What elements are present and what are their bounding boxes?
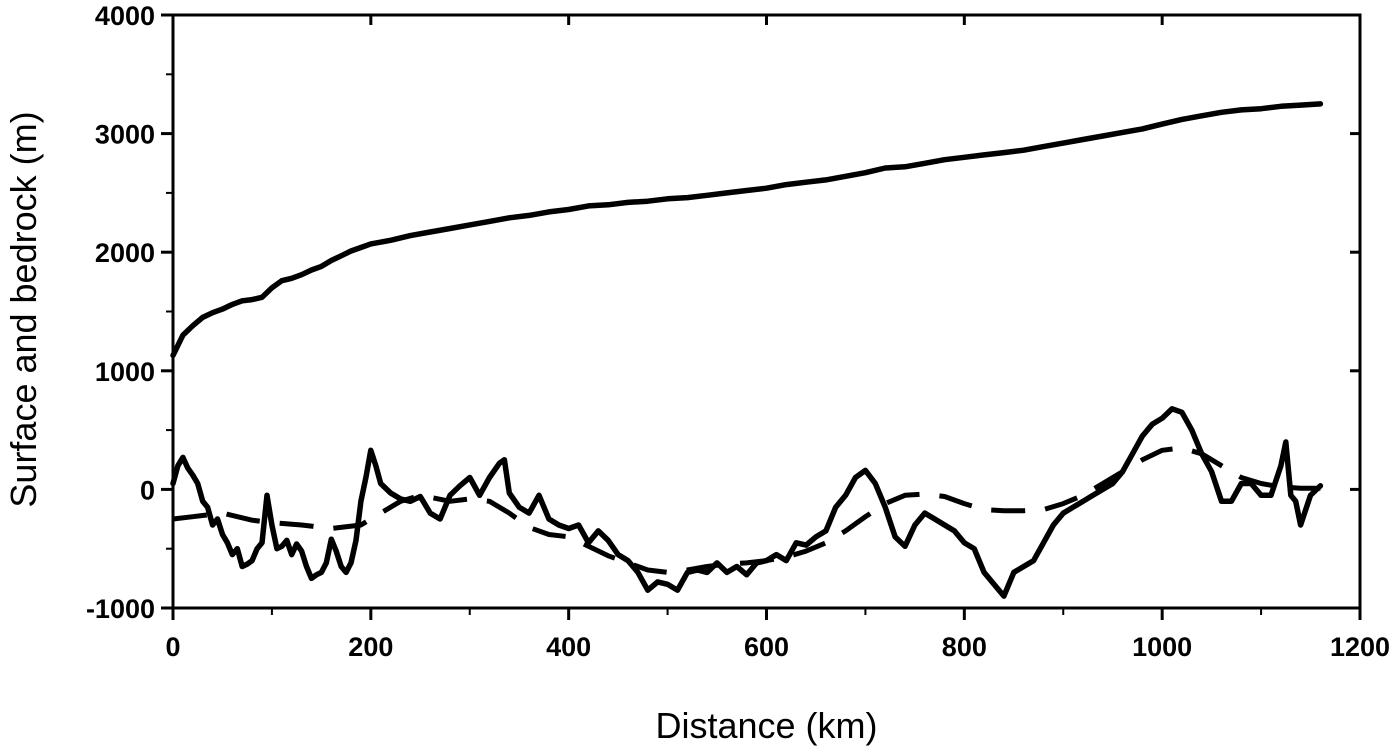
series-layer: [170, 101, 1324, 599]
x-tick-label: 1000: [1132, 632, 1192, 662]
y-axis-title: Surface and bedrock (m): [3, 111, 44, 507]
bedrock-smoothed-line: [172, 445, 1321, 575]
x-tick-label: 800: [942, 632, 987, 662]
y-tick-label: -1000: [86, 594, 155, 624]
y-tick-label: 1000: [95, 357, 155, 387]
y-tick-label: 3000: [95, 120, 155, 150]
y-tick-label: 0: [140, 475, 155, 505]
x-tick-label: 600: [744, 632, 789, 662]
surface-line: [170, 101, 1324, 359]
x-axis-title: Distance (km): [655, 705, 877, 746]
x-tick-label: 1200: [1330, 632, 1390, 662]
y-tick-label: 4000: [95, 1, 155, 31]
x-tick-label: 0: [165, 632, 180, 662]
bedrock-line: [170, 406, 1324, 599]
y-tick-label: 2000: [95, 238, 155, 268]
ticks-layer: 0 200 400 600 800 1000 1200 -1000 0 1000 2000 3000 4…: [86, 1, 1390, 662]
plot-frame: [171, 13, 1362, 610]
x-tick-label: 400: [546, 632, 591, 662]
x-tick-label: 200: [348, 632, 393, 662]
